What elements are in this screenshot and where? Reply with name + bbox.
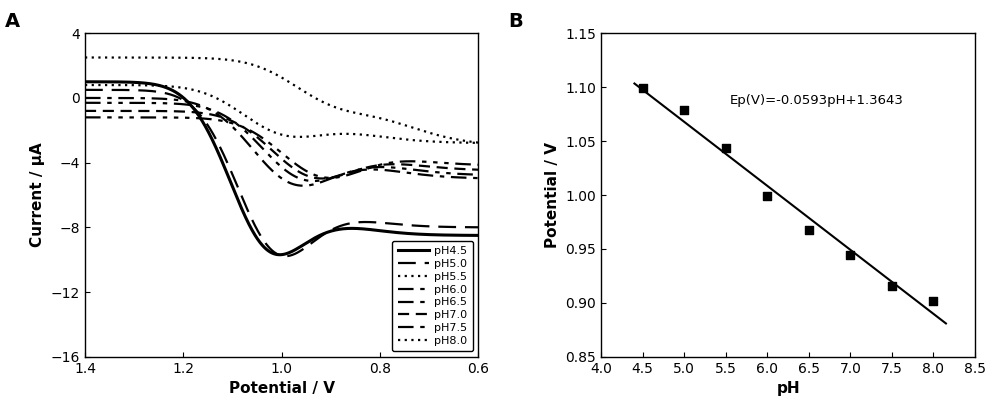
Line: pH4.5: pH4.5 [85,82,478,255]
pH4.5 [79,79,91,84]
pH4.5 [378,229,390,234]
pH5.0 [418,224,430,229]
pH4.5 [274,252,286,257]
pH5.0 [330,225,342,230]
pH5.5 [307,134,319,139]
Point [925,298,941,304]
pH6.5 [472,172,484,177]
pH7.5 [318,175,330,180]
pH5.5 [79,83,91,88]
pH5.5 [377,134,389,139]
pH6.0 [472,176,484,181]
pH6.0 [318,178,330,183]
pH6.0 [297,183,309,188]
pH8.0 [472,140,484,145]
pH7.0 [472,167,484,172]
pH6.0 [308,182,320,187]
pH7.5 [330,175,342,180]
pH5.5 [330,132,342,137]
pH5.5 [103,83,115,88]
Line: pH6.5: pH6.5 [85,103,478,181]
Point [842,252,858,259]
pH7.5 [103,115,115,120]
pH6.5 [378,165,390,170]
pH6.0 [330,174,342,179]
Line: pH7.5: pH7.5 [85,117,478,178]
pH7.0 [307,175,319,180]
pH8.0 [79,55,91,60]
pH7.0 [330,174,342,179]
pH8.0 [103,55,115,60]
pH6.0 [79,95,91,100]
Line: pH5.0: pH5.0 [85,90,478,256]
pH8.0 [377,117,389,122]
pH7.0 [103,108,115,113]
pH7.0 [316,176,328,181]
pH5.5 [472,140,484,145]
pH4.5 [318,231,330,236]
X-axis label: Potential / V: Potential / V [229,381,335,396]
Point [676,107,692,113]
pH5.0 [308,239,320,244]
pH6.5 [79,100,91,105]
Line: pH7.0: pH7.0 [85,111,478,178]
Y-axis label: Potential / V: Potential / V [545,142,560,248]
Point [801,226,817,233]
pH4.5 [418,232,430,237]
pH6.0 [103,95,115,100]
pH6.5 [330,174,342,179]
pH5.0 [103,88,115,93]
pH7.5 [79,115,91,120]
pH4.5 [308,236,320,241]
pH7.5 [378,161,390,166]
pH7.5 [324,176,336,181]
Line: pH8.0: pH8.0 [85,58,478,143]
pH6.5 [307,178,319,183]
pH6.5 [418,168,430,173]
pH4.5 [472,233,484,238]
pH7.0 [378,162,390,167]
pH6.5 [308,178,320,183]
pH5.5 [418,139,430,144]
pH7.0 [418,164,430,168]
pH6.5 [103,100,115,105]
pH6.5 [318,177,330,182]
pH6.0 [378,168,390,173]
pH4.5 [330,227,342,232]
pH8.0 [418,129,430,134]
pH7.0 [318,176,330,181]
Point [884,282,900,289]
Line: pH5.5: pH5.5 [85,85,478,143]
pH5.0 [279,254,291,259]
pH5.0 [318,232,330,237]
Point [718,144,734,151]
pH5.0 [472,225,484,230]
Text: A: A [5,12,20,32]
pH8.0 [330,105,342,110]
pH7.0 [79,108,91,113]
Line: pH6.0: pH6.0 [85,98,478,186]
Text: Ep(V)=-0.0593pH+1.3643: Ep(V)=-0.0593pH+1.3643 [730,94,904,107]
Y-axis label: Current / μA: Current / μA [30,143,45,247]
X-axis label: pH: pH [776,381,800,396]
pH7.5 [307,172,319,177]
pH8.0 [318,100,330,105]
Legend: pH4.5, pH5.0, pH5.5, pH6.0, pH6.5, pH7.0, pH7.5, pH8.0: pH4.5, pH5.0, pH5.5, pH6.0, pH6.5, pH7.0… [392,241,473,352]
pH7.5 [418,159,430,164]
Text: B: B [508,12,523,32]
pH4.5 [103,79,115,84]
pH5.0 [79,88,91,93]
pH5.5 [318,132,330,137]
Point [759,193,775,200]
pH8.0 [307,95,319,100]
pH5.0 [378,220,390,225]
pH6.0 [418,172,430,177]
pH7.5 [472,162,484,167]
Point [635,85,651,92]
